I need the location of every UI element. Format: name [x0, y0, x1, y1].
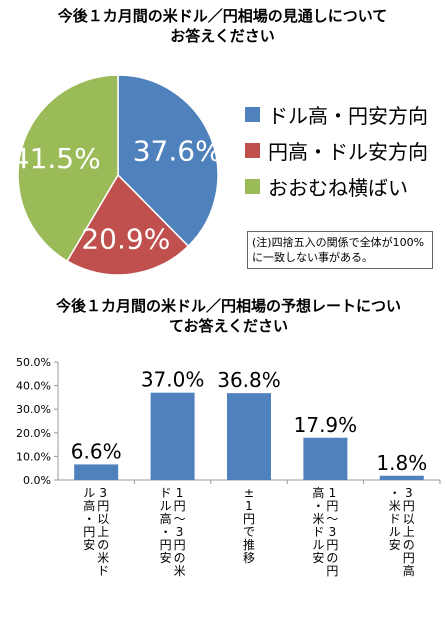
- pie-title-line-2: お答えください: [170, 27, 275, 45]
- bar-title-line-2: てお答えください: [168, 317, 289, 335]
- legend-swatch-red: [245, 142, 260, 158]
- bar-data-label: 36.8%: [217, 368, 281, 392]
- bar-data-label: 1.8%: [376, 451, 427, 475]
- bar-chart-title: 今後１カ月間の米ドル／円相場の予想レートについ てお答えください: [12, 296, 445, 336]
- pie-chart-title: 今後１カ月間の米ドル／円相場の見通しについて お答えください: [0, 6, 445, 46]
- bar-data-label: 6.6%: [71, 439, 122, 463]
- pie-data-label: 41.5%: [12, 142, 101, 175]
- bar-title-line-1: 今後１カ月間の米ドル／円相場の予想レートについ: [55, 297, 401, 315]
- pie-slice: [117, 74, 219, 248]
- bar-data-label: 17.9%: [294, 413, 358, 437]
- pie-data-label: 37.6%: [133, 135, 222, 168]
- y-tick-label: 30.0%: [16, 403, 51, 416]
- legend-label: ドル高・円安方向: [268, 103, 428, 128]
- pie-data-label: 20.9%: [81, 223, 170, 256]
- bar: [227, 393, 271, 480]
- y-tick-label: 0.0%: [23, 474, 51, 487]
- x-category-label: 3 円以上の米ドル高・円安: [83, 486, 109, 578]
- legend-label: おおむね横ばい: [268, 175, 408, 200]
- x-category-label: 3 円以上の円高・米ドル安: [389, 486, 415, 578]
- y-tick-label: 40.0%: [16, 380, 51, 393]
- bar: [379, 475, 424, 480]
- pie-legend: ドル高・円安方向 円高・ドル安方向 おおむね横ばい: [245, 96, 428, 204]
- bar-data-label: 37.0%: [141, 368, 205, 392]
- bar: [150, 392, 195, 480]
- x-category-label: 1 円～ 3 円の米ドル高・円安: [160, 486, 186, 578]
- legend-item-yen-weak: ドル高・円安方向: [245, 96, 428, 132]
- y-tick-label: 10.0%: [16, 450, 51, 463]
- legend-item-yen-strong: 円高・ドル安方向: [245, 132, 428, 168]
- pie-title-line-1: 今後１カ月間の米ドル／円相場の見通しについて: [57, 7, 388, 25]
- legend-label: 円高・ドル安方向: [268, 139, 428, 164]
- y-tick-label: 20.0%: [16, 427, 51, 440]
- pie-footnote: (注)四捨五入の関係で全体が100%に一致しない事がある。: [247, 231, 433, 269]
- legend-swatch-green: [245, 178, 260, 194]
- bar: [74, 464, 119, 480]
- pie-slice: [17, 74, 119, 263]
- legend-item-flat: おおむね横ばい: [245, 168, 428, 204]
- x-category-label: 1 円～ 3 円の円高・米ドル安: [312, 485, 338, 578]
- y-tick-label: 50.0%: [16, 356, 51, 369]
- legend-swatch-blue: [245, 106, 260, 122]
- x-category-label: ±1 円で推移: [243, 486, 255, 565]
- pie-slice: [66, 173, 190, 276]
- bar: [303, 437, 348, 480]
